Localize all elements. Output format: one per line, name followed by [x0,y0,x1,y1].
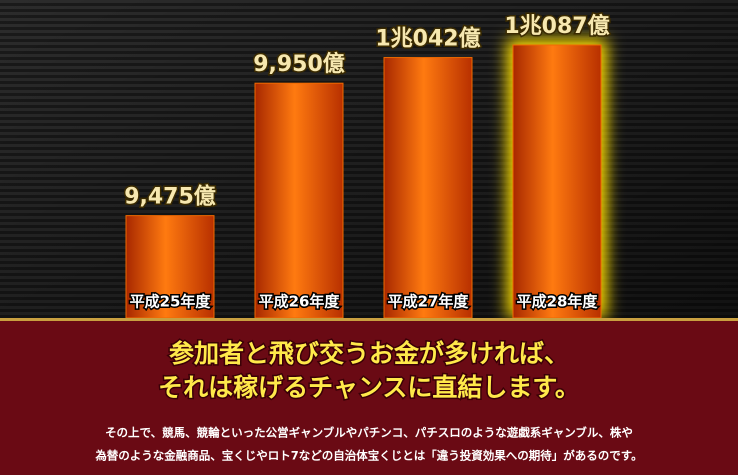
value-label: 1兆087億 [504,13,609,39]
value-label: 9,950億 [253,51,345,77]
value-label: 1兆042億 [375,26,480,52]
bar [512,44,602,319]
x-tick-label: 平成28年度 [517,293,599,311]
value-label: 9,475億 [124,184,216,210]
bar [383,57,473,319]
body-text: 為替のような金融商品、宝くじやロト7などの自治体宝くじとは「違う投資効果への期待… [95,449,642,463]
panel [0,318,738,475]
headline: それは稼げるチャンスに直結します。 [158,373,580,402]
x-tick-label: 平成26年度 [259,293,341,311]
headline: 参加者と飛び交うお金が多ければ、 [169,339,569,368]
bar [125,215,215,319]
body-text: その上で、競馬、競輪といった公営ギャンブルやパチンコ、パチスロのような遊戯系ギャ… [105,426,633,440]
x-tick-label: 平成27年度 [388,293,470,311]
bar [254,82,344,319]
panel-border [0,318,738,321]
background-shade [0,0,738,320]
x-tick-label: 平成25年度 [130,293,212,311]
